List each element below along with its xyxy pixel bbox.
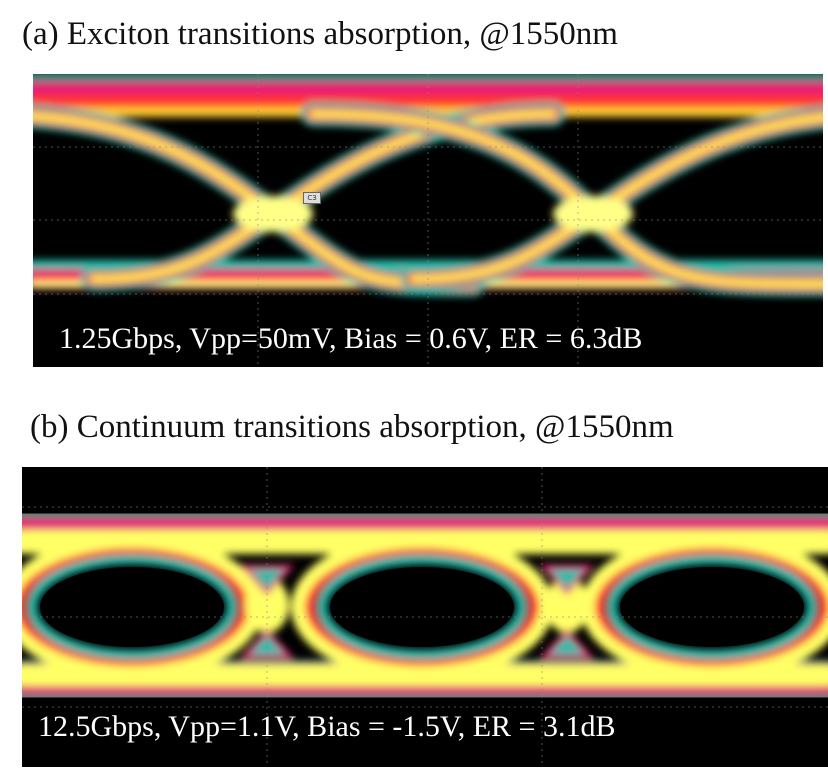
eye-diagram-b-plot: [22, 467, 828, 767]
eye-diagram-a: C3 1.25Gbps, Vpp=50mV, Bias = 0.6V, ER =…: [33, 74, 823, 367]
panel-a-heading: (a) Exciton transitions absorption, @155…: [22, 16, 618, 52]
panel-b-heading: (b) Continuum transitions absorption, @1…: [30, 409, 674, 445]
eye-diagram-a-plot: [33, 74, 823, 367]
channel-marker: C3: [303, 192, 321, 204]
panel-a-caption: 1.25Gbps, Vpp=50mV, Bias = 0.6V, ER = 6.…: [59, 322, 643, 355]
panel-b-caption: 12.5Gbps, Vpp=1.1V, Bias = -1.5V, ER = 3…: [38, 710, 616, 743]
eye-diagram-b: 12.5Gbps, Vpp=1.1V, Bias = -1.5V, ER = 3…: [22, 467, 828, 767]
